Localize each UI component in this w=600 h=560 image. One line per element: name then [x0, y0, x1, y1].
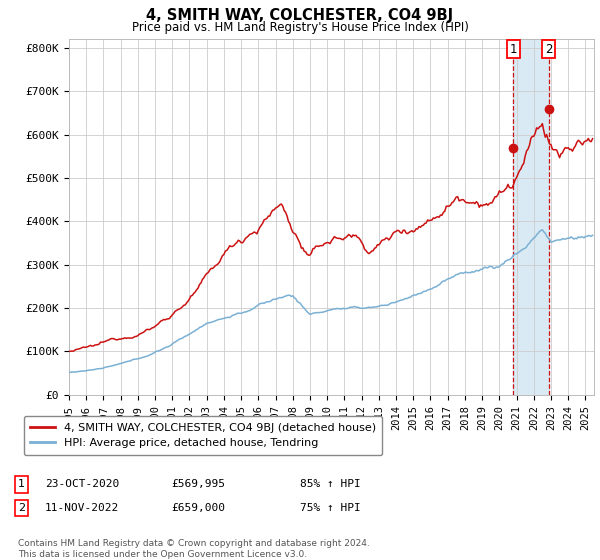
Text: Contains HM Land Registry data © Crown copyright and database right 2024.
This d: Contains HM Land Registry data © Crown c…: [18, 539, 370, 559]
Text: 85% ↑ HPI: 85% ↑ HPI: [300, 479, 361, 489]
Text: Price paid vs. HM Land Registry's House Price Index (HPI): Price paid vs. HM Land Registry's House …: [131, 21, 469, 34]
Legend: 4, SMITH WAY, COLCHESTER, CO4 9BJ (detached house), HPI: Average price, detached: 4, SMITH WAY, COLCHESTER, CO4 9BJ (detac…: [23, 416, 382, 455]
Text: £569,995: £569,995: [171, 479, 225, 489]
Text: 11-NOV-2022: 11-NOV-2022: [45, 503, 119, 513]
Text: 75% ↑ HPI: 75% ↑ HPI: [300, 503, 361, 513]
Text: £659,000: £659,000: [171, 503, 225, 513]
Bar: [513, 39, 549, 395]
Text: 2: 2: [18, 503, 25, 513]
Text: 1: 1: [18, 479, 25, 489]
Text: 1: 1: [509, 43, 517, 56]
Text: 23-OCT-2020: 23-OCT-2020: [45, 479, 119, 489]
Text: 2: 2: [545, 43, 553, 56]
Text: 4, SMITH WAY, COLCHESTER, CO4 9BJ: 4, SMITH WAY, COLCHESTER, CO4 9BJ: [146, 8, 454, 24]
